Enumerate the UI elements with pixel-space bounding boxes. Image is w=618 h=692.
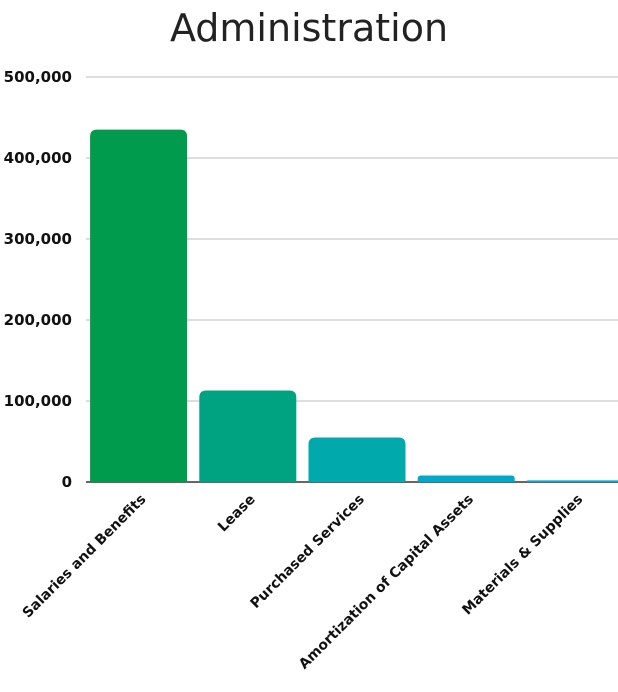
bar (526, 480, 618, 482)
bars (90, 129, 618, 482)
chart-title: Administration (170, 6, 448, 50)
bar (199, 390, 297, 482)
y-tick-label: 0 (62, 473, 72, 491)
y-tick-label: 500,000 (4, 68, 72, 86)
y-axis: 0 100,000 200,000 300,000 400,000 500,000 (4, 68, 72, 491)
bar (90, 129, 188, 482)
x-tick-label: Purchased Services (248, 492, 368, 612)
y-tick-label: 300,000 (4, 230, 72, 248)
x-tick-label: Lease (215, 492, 259, 536)
x-tick-label: Materials & Supplies (459, 492, 586, 619)
bar (308, 437, 406, 482)
y-tick-label: 200,000 (4, 311, 72, 329)
x-tick-label: Amortization of Capital Assets (296, 492, 477, 673)
x-tick-label: Salaries and Benefits (20, 492, 150, 622)
y-tick-label: 400,000 (4, 149, 72, 167)
y-tick-label: 100,000 (4, 392, 72, 410)
bar (417, 475, 515, 482)
